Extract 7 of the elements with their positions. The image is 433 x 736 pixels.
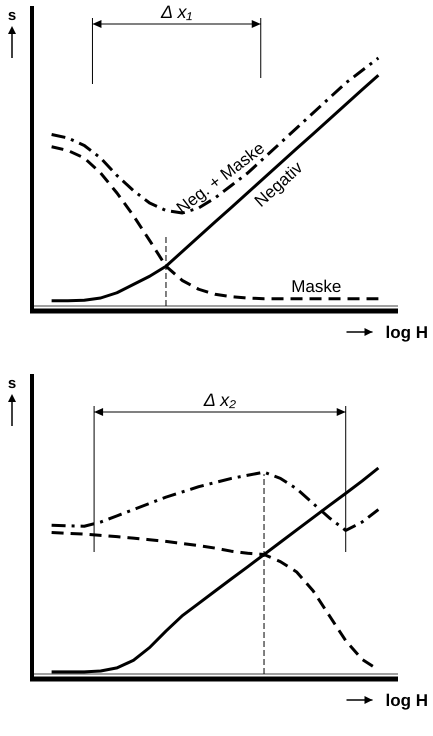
y-axis-title: s	[8, 7, 16, 24]
text: Δ x₂	[202, 390, 236, 410]
series-label: Maske	[291, 276, 342, 296]
text: Δ x₁	[160, 2, 192, 22]
x-axis-title: log H	[386, 323, 428, 342]
x-axis-title: log H	[386, 691, 428, 710]
y-axis-title: s	[8, 375, 16, 392]
